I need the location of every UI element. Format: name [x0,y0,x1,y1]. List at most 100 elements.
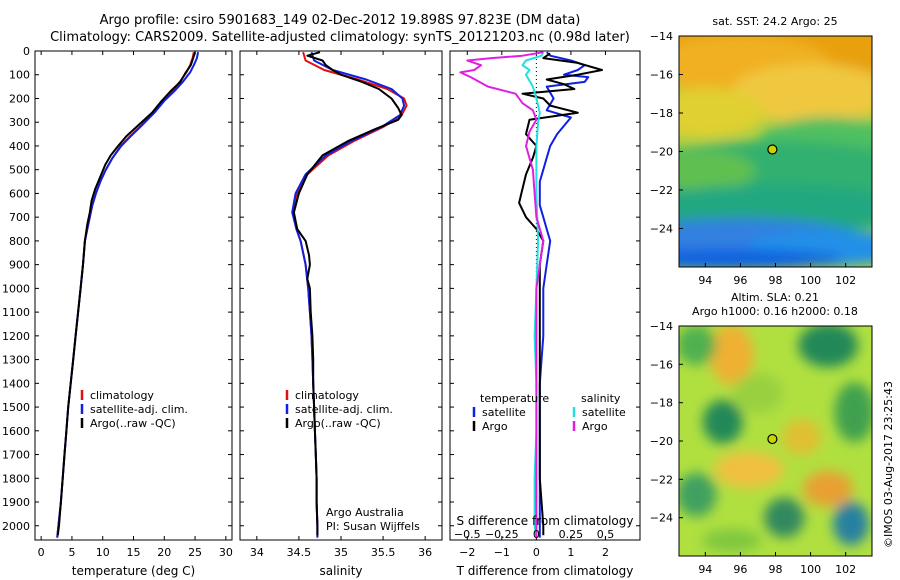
y-tick-label: −14 [650,320,673,333]
x-tick-label: 98 [769,563,783,576]
temperature-profile-chart: 0 5 10 15 20 25 300100200300400500600700800900… [2,45,233,578]
map-field [679,36,872,267]
title-line-2: Climatology: CARS2009. Satellite-adjuste… [50,30,630,45]
x-tick-label: 100 [800,274,821,287]
x-tick-label: 35 [334,546,348,559]
map-blob [679,249,843,267]
x-tick-label: 34 [250,546,264,559]
sla-map: 94 96 98 100 102 −14 −16 −18 −20 −22 −24 Altim. SLA… [650,291,873,576]
map-blob [764,497,805,538]
sla-map-subtitle: Argo h1000: 0.16 h2000: 0.18 [692,305,858,318]
y-tick-label: 600 [9,187,30,200]
legend-label: Argo [582,420,608,433]
s-tick-label: 0.5 [597,528,615,541]
y-tick-label: 900 [9,259,30,272]
y-tick-label: −20 [650,435,673,448]
y-tick-label: 1100 [2,306,30,319]
y-tick-label: 1400 [2,377,30,390]
y-tick-label: −24 [650,223,673,236]
map-blobs [679,36,872,267]
s-tick-label: 0.25 [559,528,584,541]
legend-label: climatology [90,389,154,402]
sst-map: 94 96 98 100 102 −14 −16 −18 −20 −22 −24 sat. SST: … [650,15,873,287]
x-tick-label: 96 [733,563,747,576]
legend-label: Argo(..raw -QC) [295,417,381,430]
x-axis-label: salinity [319,564,362,578]
x-tick-label: 94 [698,274,712,287]
y-tick-label: 1900 [2,496,30,509]
y-tick-label: 100 [9,69,30,82]
y-tick-label: −16 [650,358,673,371]
map-blobs [679,326,872,553]
legend-label: satellite [482,406,526,419]
y-tick-label: −18 [650,107,673,120]
annotation-text: Argo Australia [326,506,404,519]
map-blob [702,399,743,444]
x-tick-label: −1 [494,546,510,559]
legend-label: satellite-adj. clim. [90,403,188,416]
sst-map-title: sat. SST: 24.2 Argo: 25 [712,15,837,28]
y-tick-label: 1700 [2,449,30,462]
x-tick-label: 10 [96,546,110,559]
legend-title-salinity: salinity [581,392,621,405]
x-tick-label: 94 [698,563,712,576]
x-tick-label: 100 [800,563,821,576]
x-tick-label: 2 [602,546,609,559]
x-tick-label: 5 [68,546,75,559]
map-blob [679,472,717,517]
y-tick-label: −14 [650,30,673,43]
y-tick-label: 400 [9,140,30,153]
x-tick-label: 98 [769,274,783,287]
y-tick-label: −24 [650,512,673,525]
map-blob [714,451,785,488]
argo-float-marker [767,144,778,155]
series-line-satellite [538,51,590,538]
x-tick-label: 0 [533,546,540,559]
y-tick-label: −18 [650,397,673,410]
y-tick-label: 700 [9,211,30,224]
map-blob [803,470,854,507]
x-tick-label: 30 [219,546,233,559]
y-tick-label: 1200 [2,330,30,343]
title-line-1: Argo profile: csiro 5901683_149 02-Dec-2… [99,13,581,28]
legend-label: satellite [582,406,626,419]
series-line-argo-raw-qc- [56,51,197,536]
legend-title-temperature: temperature [480,392,549,405]
map-blob [679,326,717,366]
map-blob [798,326,859,368]
x-tick-label: 96 [733,274,747,287]
x-tick-label: 34.5 [287,546,312,559]
legend-label: Argo [482,420,508,433]
x-tick-label: 25 [188,546,202,559]
x-tick-label: −2 [459,546,475,559]
figure-title: Argo profile: csiro 5901683_149 02-Dec-2… [0,12,680,46]
map-blob [679,150,756,191]
argo-float-marker [767,433,778,445]
x-axis-label: T difference from climatology [456,564,634,578]
y-tick-label: 1000 [2,282,30,295]
series-line-salinity-argo [459,51,545,538]
y-tick-label: −22 [650,473,673,486]
map-blob [679,88,766,138]
x-tick-label: 15 [127,546,141,559]
map-blob [701,528,762,553]
map-blob [730,63,872,124]
x-tick-label: 102 [835,274,856,287]
x-tick-label: 1 [567,546,574,559]
legend-label: climatology [295,389,359,402]
annotation-text: PI: Susan Wijffels [326,520,420,533]
plot-frame [449,50,641,541]
y-tick-label: 1800 [2,472,30,485]
y-tick-label: −20 [650,146,673,159]
plot-frame [239,50,443,541]
x-tick-label: 20 [157,546,171,559]
map-blob [832,501,869,546]
legend-label: satellite-adj. clim. [295,403,393,416]
s-tick-label: −0.5 [454,528,481,541]
y-tick-label: 1300 [2,354,30,367]
map-blob [781,419,822,456]
map-blob [834,382,872,443]
sla-map-title: Altim. SLA: 0.21 [731,291,819,304]
s-tick-label: −0.25 [485,528,519,541]
